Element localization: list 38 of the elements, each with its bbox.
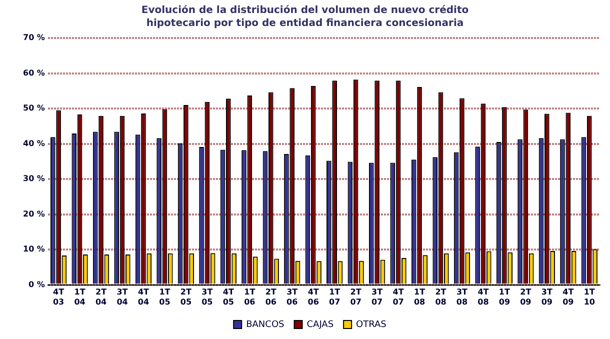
x-tick-label: 1T 04 <box>74 288 86 306</box>
y-tick-label: 10 % <box>22 244 45 254</box>
chart-title: Evolución de la distribución del volumen de nuevo crédito hipotecario por tipo de entidad financiera concesionaria <box>140 4 470 30</box>
x-tick-label: 2T 09 <box>520 288 532 306</box>
x-tick-label: 3T 05 <box>202 288 214 306</box>
x-tick-label: 4T 06 <box>308 288 320 306</box>
x-tick-label: 1T 08 <box>414 288 426 306</box>
y-tick-label: 40 % <box>22 138 45 148</box>
x-tick-label: 2T 06 <box>265 288 277 306</box>
x-tick-label: 4T 05 <box>222 288 234 306</box>
y-tick-label: 50 % <box>22 104 45 113</box>
x-tick-label: 4T 09 <box>562 288 574 306</box>
x-tick-label: 1T 05 <box>159 288 171 306</box>
x-tick-label: 4T 04 <box>138 288 150 306</box>
x-tick-label: 3T 06 <box>286 288 298 306</box>
y-tick-label: 0 % <box>28 280 45 289</box>
legend-label: OTRAS <box>356 320 387 330</box>
x-tick-label: 4T 07 <box>392 288 404 306</box>
y-tick-label: 70 % <box>22 33 45 42</box>
x-tick-label: 2T 07 <box>350 288 362 306</box>
y-tick-label: 60 % <box>22 68 45 78</box>
x-tick-label: 1T 10 <box>584 288 596 306</box>
legend-label: BANCOS <box>246 320 285 330</box>
x-tick-label: 1T 09 <box>498 288 510 306</box>
y-tick-label: 30 % <box>22 174 45 184</box>
x-tick-label: 4T 08 <box>478 288 490 306</box>
x-tick-label: 2T 04 <box>95 288 108 306</box>
x-tick-label: 3T 04 <box>116 288 128 306</box>
x-tick-label: 3T 07 <box>371 288 384 306</box>
x-tick-label: 2T 05 <box>180 288 192 306</box>
x-tick-label: 2T 08 <box>435 288 447 306</box>
x-tick-label: 3T 09 <box>541 288 553 306</box>
y-tick-label: 20 % <box>22 209 45 218</box>
x-tick-label: 1T 07 <box>329 288 341 306</box>
legend-label: CAJAS <box>306 320 334 330</box>
x-tick-label: 3T 08 <box>456 288 468 306</box>
x-tick-label: 1T 06 <box>244 288 256 306</box>
x-tick-label: 4T 03 <box>52 288 65 306</box>
